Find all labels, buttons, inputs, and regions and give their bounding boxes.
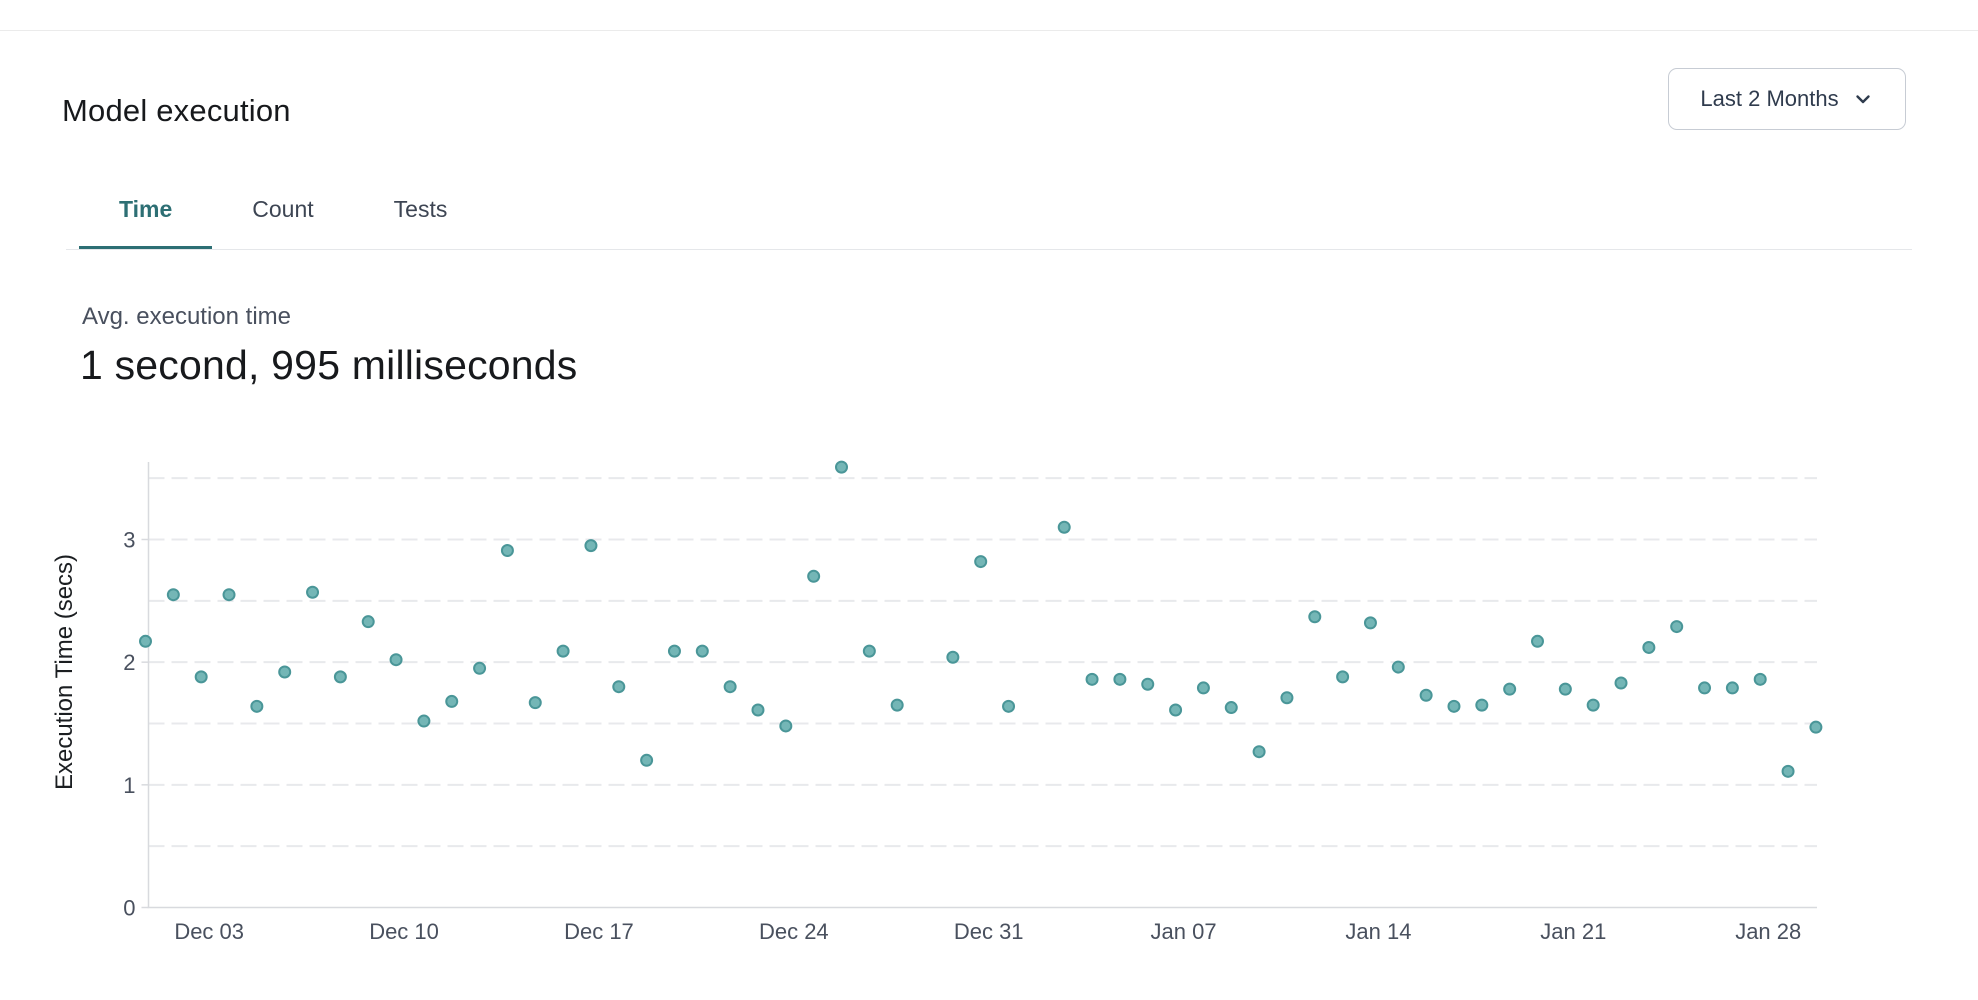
data-point[interactable] — [389, 653, 403, 667]
top-divider — [0, 30, 1978, 31]
data-point[interactable] — [1642, 640, 1656, 654]
data-point[interactable] — [1141, 677, 1155, 691]
tab-count[interactable]: Count — [252, 196, 314, 222]
data-point[interactable] — [1558, 682, 1572, 696]
data-point[interactable] — [1725, 681, 1739, 695]
data-point[interactable] — [556, 644, 570, 658]
y-axis-title: Execution Time (secs) — [51, 554, 78, 790]
data-point[interactable] — [1531, 634, 1544, 648]
data-point[interactable] — [1280, 691, 1294, 705]
data-point[interactable] — [306, 585, 320, 599]
data-point[interactable] — [862, 644, 876, 658]
data-point[interactable] — [1670, 620, 1684, 634]
tab-time[interactable]: Time — [79, 196, 213, 250]
data-point[interactable] — [974, 555, 988, 569]
data-point[interactable] — [1336, 670, 1350, 684]
data-point[interactable] — [1224, 701, 1238, 715]
data-point[interactable] — [946, 650, 960, 664]
y-tick-label: 0 — [123, 896, 135, 921]
x-tick-label: Jan 21 — [1540, 919, 1606, 944]
x-tick-label: Dec 03 — [174, 919, 244, 944]
data-point[interactable] — [1169, 703, 1183, 717]
x-tick-label: Dec 31 — [954, 919, 1024, 944]
data-point[interactable] — [250, 699, 264, 713]
data-point[interactable] — [1113, 672, 1127, 686]
execution-time-chart: 0 1 2 3 Dec 03 Dec 10 Dec 17 Dec 24 Dec 31 Jan 07… — [0, 400, 1978, 980]
data-point[interactable] — [1753, 672, 1767, 686]
data-point[interactable] — [695, 644, 709, 658]
y-tick-label: 3 — [123, 527, 135, 552]
x-tick-label: Dec 24 — [759, 919, 829, 944]
avg-execution-time-value: 1 second, 995 milliseconds — [80, 342, 578, 388]
data-point[interactable] — [1391, 660, 1405, 674]
data-point[interactable] — [1363, 616, 1377, 630]
data-point[interactable] — [1308, 610, 1322, 624]
data-point[interactable] — [1781, 764, 1795, 778]
date-range-value: Last 2 Months — [1700, 86, 1839, 111]
data-point[interactable] — [222, 588, 236, 602]
tabs-divider — [66, 249, 1912, 250]
avg-execution-time-label: Avg. execution time — [82, 303, 292, 330]
data-point[interactable] — [584, 539, 598, 553]
data-point[interactable] — [1503, 682, 1517, 696]
data-point[interactable] — [445, 694, 459, 708]
data-point[interactable] — [1196, 681, 1210, 695]
tab-bar: Time Count Tests — [79, 196, 487, 250]
scatter-plot: 0 1 2 3 Dec 03 Dec 10 Dec 17 Dec 24 Dec 31 Jan 07… — [51, 460, 1823, 944]
data-point[interactable] — [890, 698, 904, 712]
x-tick-label: Jan 28 — [1735, 919, 1801, 944]
data-point[interactable] — [1698, 681, 1712, 695]
data-point[interactable] — [194, 670, 208, 684]
data-point[interactable] — [1447, 699, 1461, 713]
data-point[interactable] — [417, 714, 431, 728]
x-tick-label: Dec 17 — [564, 919, 634, 944]
tab-tests[interactable]: Tests — [393, 196, 448, 222]
data-point[interactable] — [835, 460, 848, 474]
data-point[interactable] — [139, 634, 152, 648]
data-point[interactable] — [1057, 520, 1071, 534]
chevron-down-icon — [1855, 95, 1870, 104]
data-point[interactable] — [1419, 688, 1433, 702]
data-point[interactable] — [528, 696, 542, 710]
data-point[interactable] — [333, 670, 347, 684]
data-point[interactable] — [667, 644, 681, 658]
data-point[interactable] — [1614, 676, 1628, 690]
data-point[interactable] — [1809, 720, 1823, 734]
date-range-selector[interactable]: Last 2 Months — [1668, 68, 1906, 130]
data-point[interactable] — [807, 569, 821, 583]
data-point[interactable] — [166, 588, 180, 602]
data-point[interactable] — [500, 544, 514, 558]
page-title: Model execution — [62, 92, 291, 128]
data-point[interactable] — [473, 661, 487, 675]
data-point[interactable] — [1475, 698, 1489, 712]
data-point[interactable] — [1085, 672, 1099, 686]
data-point[interactable] — [361, 615, 375, 629]
data-point[interactable] — [1252, 745, 1266, 759]
data-point[interactable] — [779, 719, 793, 733]
data-point[interactable] — [1002, 699, 1016, 713]
data-point[interactable] — [640, 753, 654, 767]
data-point[interactable] — [278, 665, 292, 679]
x-tick-label: Jan 14 — [1345, 919, 1411, 944]
x-tick-label: Jan 07 — [1151, 919, 1217, 944]
data-point[interactable] — [723, 680, 737, 694]
y-tick-label: 2 — [123, 650, 135, 675]
data-point[interactable] — [612, 680, 626, 694]
y-tick-label: 1 — [123, 773, 135, 798]
x-tick-label: Dec 10 — [369, 919, 439, 944]
data-point[interactable] — [751, 703, 765, 717]
data-point[interactable] — [1586, 698, 1600, 712]
